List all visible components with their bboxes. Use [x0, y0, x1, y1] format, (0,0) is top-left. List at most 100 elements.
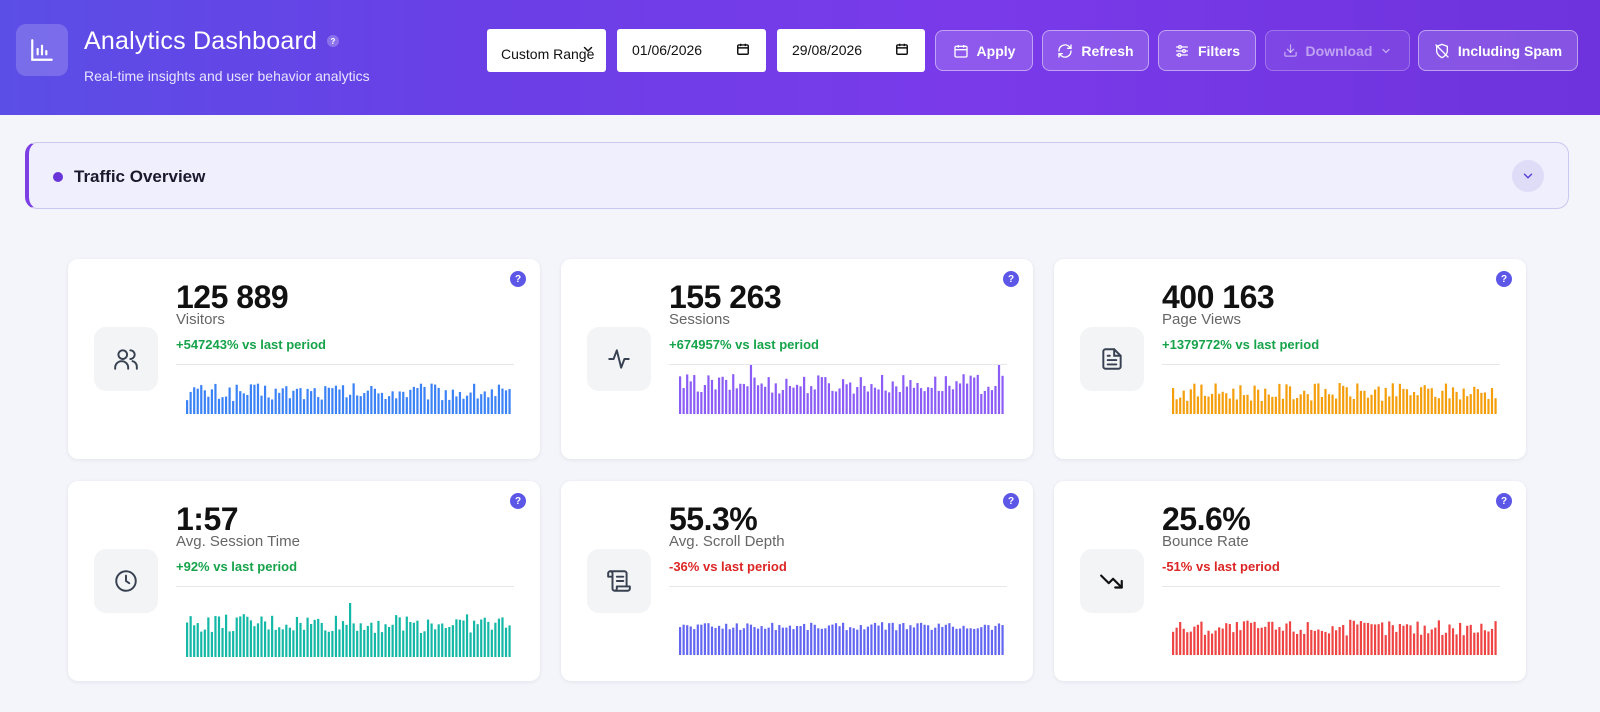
sparkline-bar: [1207, 630, 1210, 655]
sparkline-bar: [958, 628, 962, 655]
sparkline-bar: [1324, 631, 1327, 655]
sparkline-bar: [281, 629, 284, 657]
sparkline-bar: [483, 617, 486, 657]
sparkline-bar: [302, 399, 306, 414]
sparkline-bar: [873, 387, 877, 414]
help-icon[interactable]: ?: [1003, 493, 1019, 509]
refresh-button[interactable]: Refresh: [1042, 30, 1149, 71]
sparkline-bar: [742, 628, 745, 655]
help-icon[interactable]: ?: [510, 271, 526, 287]
help-icon[interactable]: ?: [510, 493, 526, 509]
sparkline-bar: [735, 623, 738, 655]
sparkline-bar: [363, 393, 366, 414]
metric-label: Avg. Scroll Depth: [669, 533, 785, 550]
sparkline-bar: [1253, 621, 1256, 655]
sparkline-bar: [997, 623, 1001, 655]
sparkline-bar: [958, 383, 962, 414]
card-icon-box: [94, 549, 158, 613]
sparkline-bar: [196, 388, 199, 414]
sparkline-bar: [997, 365, 1001, 414]
sparkline-bar: [990, 629, 994, 655]
sparkline-bar: [994, 385, 997, 414]
help-icon[interactable]: ?: [1003, 271, 1019, 287]
sparkline-bar: [1437, 620, 1440, 655]
page-subtitle: Real-time insights and user behavior ana…: [84, 68, 370, 84]
sparkline-bar: [842, 379, 845, 414]
traffic-overview-section[interactable]: Traffic Overview: [25, 142, 1569, 209]
including-spam-button[interactable]: Including Spam: [1418, 30, 1578, 71]
metric-card-scroll-depth: ? 55.3% Avg. Scroll Depth -36% vs last p…: [561, 481, 1033, 681]
sparkline-bar: [349, 603, 352, 657]
sparkline-bar: [1405, 389, 1409, 414]
sparkline-bar: [186, 622, 189, 657]
sparkline-bar: [338, 389, 341, 414]
sparkline-bar: [753, 627, 756, 655]
divider: [669, 364, 1007, 365]
sparkline-bar: [239, 391, 242, 414]
sparkline-bar: [1327, 394, 1331, 414]
sparkline-bar: [1352, 399, 1355, 414]
sparkline-bar: [1437, 398, 1440, 414]
range-select[interactable]: Custom Range: [487, 29, 606, 72]
help-icon[interactable]: ?: [1496, 271, 1512, 287]
sparkline-bar: [327, 631, 330, 657]
sparkline-bar: [1466, 625, 1469, 655]
sparkline-bar: [1441, 390, 1444, 414]
filters-button[interactable]: Filters: [1158, 30, 1256, 71]
sparkline-bar: [434, 629, 437, 657]
sparkline-bar: [919, 622, 923, 655]
sparkline-bar: [1320, 397, 1324, 414]
sparkline-bar: [235, 384, 238, 414]
sparkline-bar: [710, 379, 714, 414]
sparkline-bar: [462, 620, 465, 657]
section-dot: [53, 172, 63, 182]
chevron-down-icon: [1382, 48, 1391, 53]
sparkline-bar: [877, 389, 880, 414]
download-button[interactable]: Download: [1265, 30, 1410, 71]
help-icon[interactable]: ?: [327, 35, 339, 47]
sparkline-bar: [969, 628, 972, 655]
sparkline-bar: [416, 620, 419, 657]
sparkline-bar: [1285, 384, 1288, 414]
sparkline-bar: [1221, 628, 1224, 655]
sparkline-bar: [1462, 388, 1465, 414]
date-to-input[interactable]: 29/08/2026: [777, 29, 925, 72]
sparkline-bar: [1186, 632, 1189, 655]
metric-label: Page Views: [1162, 311, 1241, 328]
calendar-icon: [737, 43, 749, 55]
sparkline-bar: [256, 623, 260, 657]
scroll-icon: [607, 570, 631, 592]
sparkline-bar: [1480, 392, 1483, 414]
help-icon[interactable]: ?: [1496, 493, 1512, 509]
sparkline-bar: [1483, 392, 1487, 414]
sparkline-bar: [1427, 388, 1430, 414]
sparkline-bar: [1193, 383, 1196, 414]
sparkline-bar: [256, 383, 260, 414]
sparkline-bar: [363, 629, 366, 657]
sparkline-bar: [462, 398, 465, 414]
sparkline-bar: [686, 625, 689, 655]
apply-button[interactable]: Apply: [935, 30, 1033, 71]
collapse-button[interactable]: [1512, 160, 1544, 192]
sparkline-bar: [423, 386, 426, 414]
sparkline-bar: [1395, 631, 1398, 655]
sparkline-bar: [1420, 634, 1423, 655]
date-from-input[interactable]: 01/06/2026: [617, 29, 766, 72]
sparkline-bar: [356, 630, 359, 657]
sparkline-bar: [1469, 394, 1472, 414]
sparkline-bar: [281, 388, 284, 414]
sparkline-bar: [480, 394, 483, 414]
sparkline-bar: [930, 629, 933, 655]
sparkline-bar: [387, 396, 391, 414]
sparkline-bar: [1373, 624, 1377, 655]
sparkline-bar: [682, 387, 685, 414]
sparkline-bar: [1239, 385, 1242, 414]
sparkline-bar: [324, 630, 327, 657]
sparkline-bar: [490, 389, 493, 414]
section-title: Traffic Overview: [74, 167, 206, 186]
sparkline-bar: [880, 374, 884, 414]
sparkline-bar: [203, 390, 206, 414]
sparkline-bar: [380, 392, 384, 414]
sparkline-bar: [278, 627, 281, 657]
sparkline-bar: [700, 624, 703, 655]
